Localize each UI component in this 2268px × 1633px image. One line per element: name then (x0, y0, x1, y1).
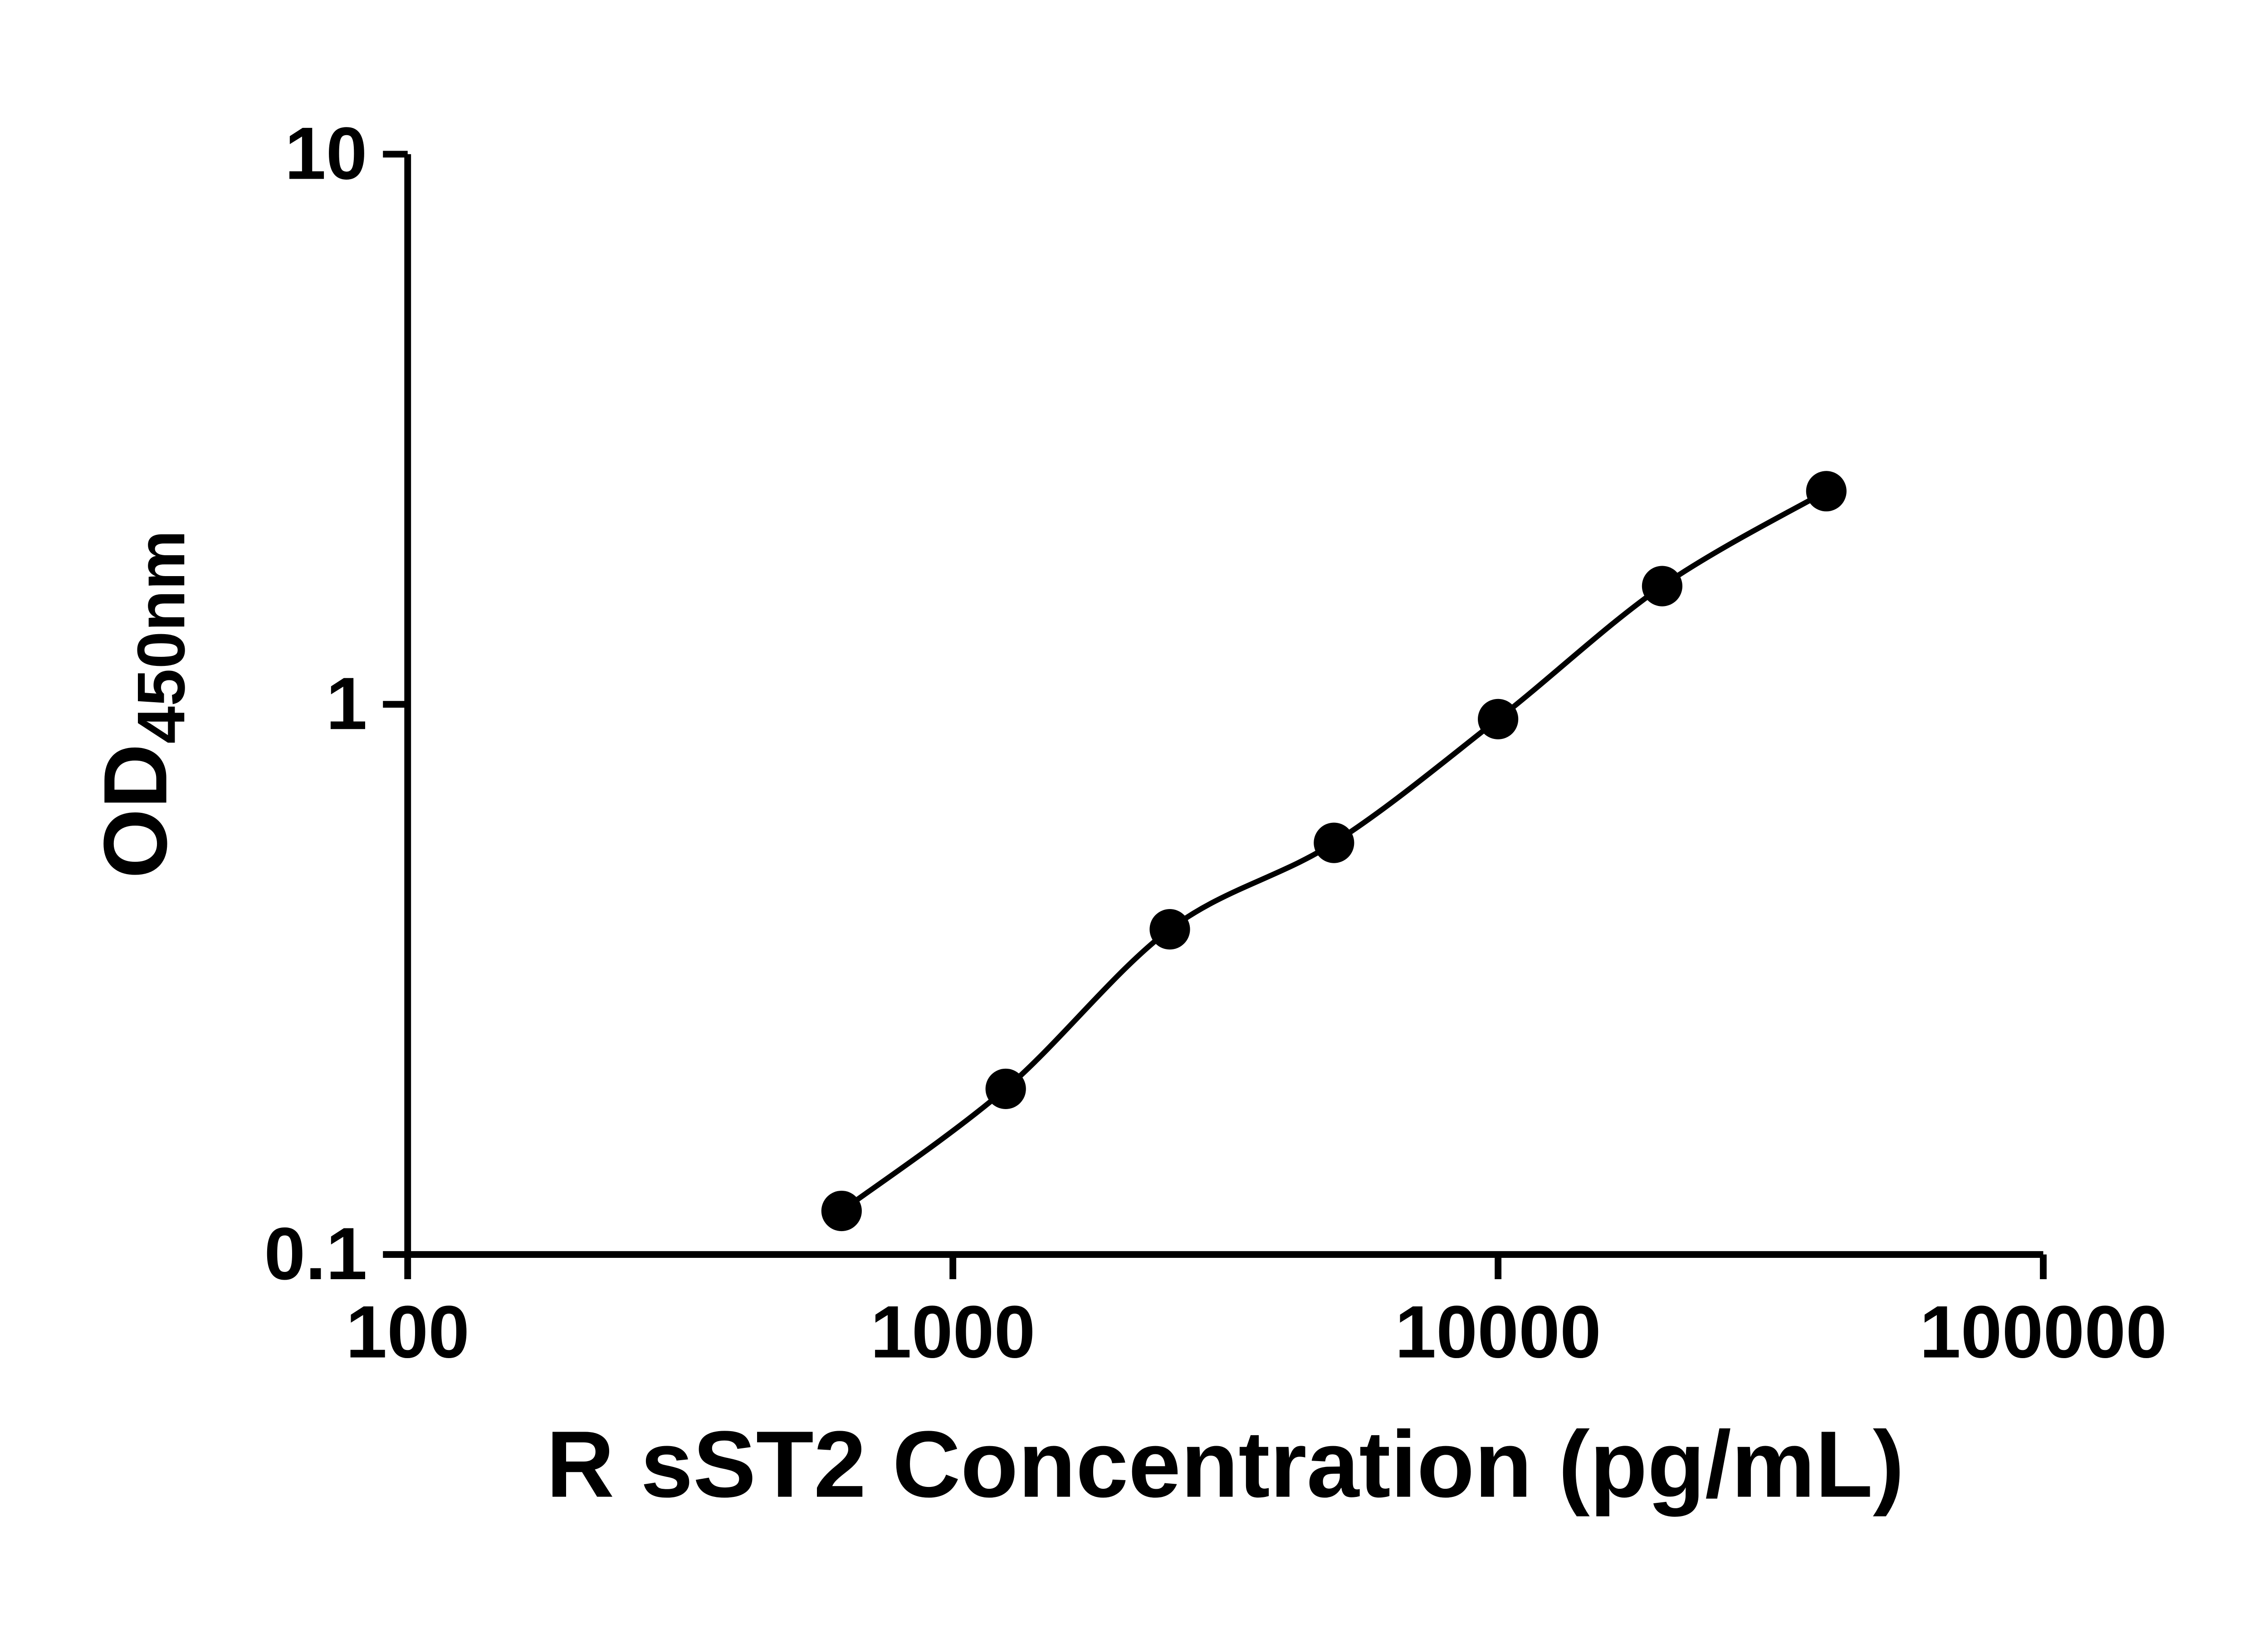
y-tick-label: 1 (326, 662, 367, 745)
x-tick-label: 100 (346, 1290, 469, 1373)
y-tick-label: 10 (285, 112, 367, 195)
x-axis-title: R sST2 Concentration (pg/mL) (546, 1412, 1904, 1517)
data-point-marker (1149, 909, 1190, 950)
plot-layer: 100 1000 10000 100000 0.1 1 10 (264, 112, 2167, 1373)
data-point-marker (1642, 566, 1682, 606)
y-axis-title: OD450nm (85, 530, 199, 879)
data-point-marker (821, 1190, 862, 1232)
data-point-marker (1314, 822, 1354, 863)
y-axis-title-sub: 450nm (123, 530, 199, 744)
x-tick-label: 100000 (1920, 1290, 2167, 1373)
x-tick-label: 1000 (870, 1290, 1036, 1373)
data-point-marker (1478, 699, 1519, 739)
data-point-marker (985, 1068, 1026, 1109)
data-point-marker (1806, 471, 1847, 512)
x-tick-label: 10000 (1395, 1290, 1601, 1373)
y-axis-title-main: OD (85, 744, 186, 879)
y-tick-label: 0.1 (264, 1212, 367, 1295)
